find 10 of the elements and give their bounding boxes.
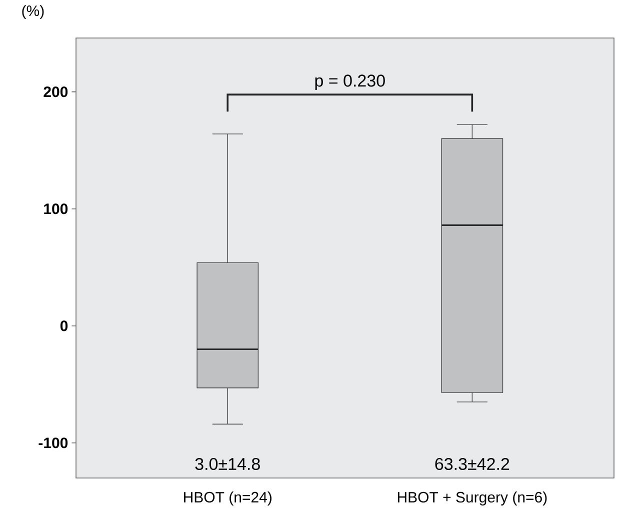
y-tick-label: 200 — [44, 86, 68, 98]
y-tick-label: -100 — [38, 438, 68, 448]
y-tick-label: 100 — [44, 204, 68, 214]
annotation: 3.0±14.8 — [195, 458, 260, 470]
x-tick-label: HBOT (n=24) — [184, 492, 272, 506]
annotation: p = 0.230 — [315, 74, 385, 90]
annotation: 63.3±42.2 — [435, 458, 510, 470]
y-axis-title: (%) — [22, 5, 44, 20]
x-tick-label: HBOT + Surgery (n=6) — [398, 492, 547, 506]
y-tick-label: 0 — [60, 320, 68, 332]
